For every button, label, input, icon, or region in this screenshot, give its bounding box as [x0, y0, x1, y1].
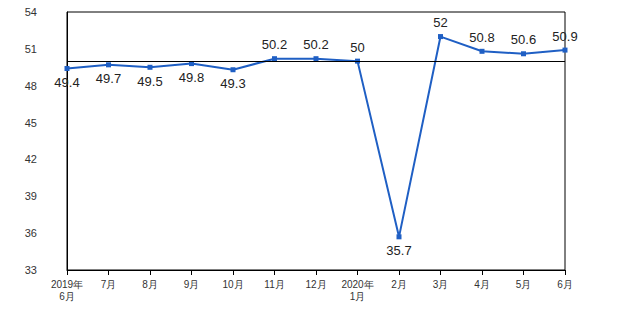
- svg-text:5月: 5月: [516, 279, 532, 290]
- svg-text:49.7: 49.7: [96, 71, 121, 86]
- svg-text:50.9: 50.9: [552, 29, 577, 44]
- svg-text:4月: 4月: [474, 279, 490, 290]
- svg-text:49.3: 49.3: [220, 76, 245, 91]
- svg-text:52: 52: [433, 15, 447, 30]
- svg-text:6月: 6月: [59, 291, 75, 302]
- svg-text:1月: 1月: [350, 291, 366, 302]
- svg-text:49.8: 49.8: [179, 70, 204, 85]
- svg-text:36: 36: [25, 227, 37, 239]
- svg-text:39: 39: [25, 190, 37, 202]
- svg-text:48: 48: [25, 80, 37, 92]
- svg-text:51: 51: [25, 43, 37, 55]
- svg-text:6月: 6月: [557, 279, 573, 290]
- svg-text:12月: 12月: [305, 279, 326, 290]
- svg-text:33: 33: [25, 264, 37, 276]
- svg-text:50.2: 50.2: [303, 37, 328, 52]
- svg-text:3月: 3月: [433, 279, 449, 290]
- svg-text:42: 42: [25, 153, 37, 165]
- svg-text:7月: 7月: [101, 279, 117, 290]
- svg-text:50.6: 50.6: [511, 32, 536, 47]
- svg-text:2月: 2月: [391, 279, 407, 290]
- svg-text:50.2: 50.2: [262, 37, 287, 52]
- svg-text:10月: 10月: [222, 279, 243, 290]
- svg-text:35.7: 35.7: [386, 243, 411, 258]
- svg-text:50.8: 50.8: [469, 30, 494, 45]
- svg-text:11月: 11月: [264, 279, 284, 290]
- svg-text:8月: 8月: [142, 279, 158, 290]
- svg-text:2019年: 2019年: [51, 279, 83, 290]
- svg-text:54: 54: [25, 6, 37, 18]
- svg-text:2020年: 2020年: [341, 279, 373, 290]
- svg-text:9月: 9月: [184, 279, 200, 290]
- svg-text:49.5: 49.5: [137, 74, 162, 89]
- svg-text:50: 50: [350, 40, 364, 55]
- svg-text:49.4: 49.4: [54, 75, 79, 90]
- svg-text:45: 45: [25, 117, 37, 129]
